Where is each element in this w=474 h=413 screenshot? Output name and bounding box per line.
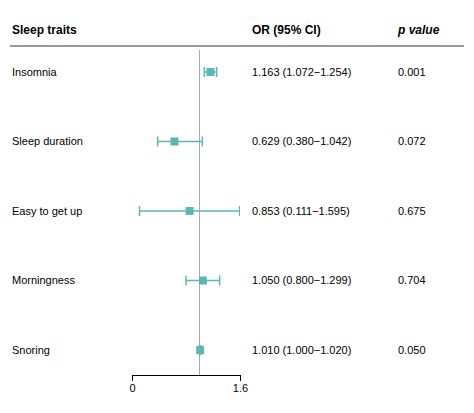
trait-label: Morningness bbox=[12, 274, 75, 286]
p-label: 0.704 bbox=[398, 274, 426, 286]
row-marks bbox=[158, 137, 203, 147]
header-rule bbox=[10, 46, 464, 47]
column-header: p value bbox=[397, 23, 440, 37]
marks bbox=[139, 50, 239, 375]
ci-cap-low bbox=[139, 206, 141, 216]
ci-cap-low bbox=[157, 137, 159, 147]
trait-label: Easy to get up bbox=[12, 205, 82, 217]
ci-cap-high bbox=[202, 137, 204, 147]
ci-cap-high bbox=[216, 67, 218, 77]
column-header: Sleep traits bbox=[12, 23, 77, 37]
tick-mark bbox=[240, 375, 241, 381]
row-marks bbox=[204, 67, 216, 77]
row-marks bbox=[186, 276, 220, 286]
reference-line bbox=[199, 50, 200, 375]
row-texts: Insomnia Sleep duration Easy to get up Morn… bbox=[12, 66, 426, 356]
axis-line bbox=[133, 376, 241, 382]
tick-label: 1.6 bbox=[233, 382, 248, 394]
or-label: 1.050 (0.800−1.299) bbox=[252, 274, 351, 286]
or-point bbox=[207, 68, 215, 76]
tick-mark bbox=[132, 375, 133, 381]
or-label: 1.010 (1.000−1.020) bbox=[252, 344, 351, 356]
p-label: 0.072 bbox=[398, 135, 426, 147]
ci-line bbox=[158, 141, 203, 143]
tick-label: 0 bbox=[129, 382, 135, 394]
headers: Sleep traits OR (95% CI) p value bbox=[12, 23, 440, 37]
ci-cap-high bbox=[239, 206, 240, 216]
or-point bbox=[186, 207, 194, 215]
tick: 0 bbox=[129, 375, 135, 394]
ci-cap-low bbox=[204, 67, 206, 77]
trait-label: Sleep duration bbox=[12, 135, 83, 147]
or-point bbox=[199, 277, 207, 285]
row-marks bbox=[139, 206, 239, 216]
trait-label: Insomnia bbox=[12, 66, 58, 78]
or-label: 1.163 (1.072−1.254) bbox=[252, 66, 351, 78]
or-label: 0.629 (0.380−1.042) bbox=[252, 135, 351, 147]
or-point bbox=[196, 346, 204, 354]
ci-cap-low bbox=[185, 276, 187, 286]
p-label: 0.001 bbox=[398, 66, 426, 78]
tick: 1.6 bbox=[233, 375, 248, 394]
forest-plot: Sleep traits OR (95% CI) p value Insomnia Sl… bbox=[0, 0, 474, 413]
x-axis: 01.6 bbox=[129, 375, 248, 394]
ci-cap-high bbox=[219, 276, 221, 286]
column-header: OR (95% CI) bbox=[252, 23, 321, 37]
p-label: 0.675 bbox=[398, 205, 426, 217]
or-point bbox=[170, 138, 178, 146]
trait-label: Snoring bbox=[12, 344, 50, 356]
p-label: 0.050 bbox=[398, 344, 426, 356]
row-marks bbox=[196, 345, 204, 355]
or-label: 0.853 (0.111−1.595) bbox=[252, 205, 350, 217]
